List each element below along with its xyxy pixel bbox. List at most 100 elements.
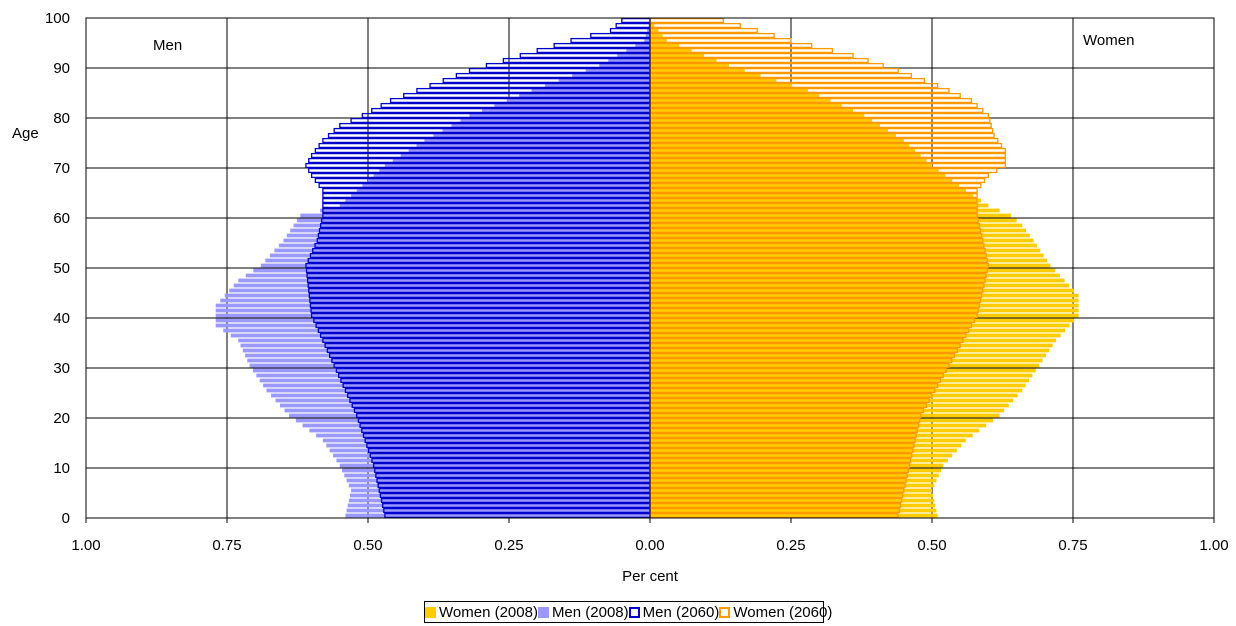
bar-age-48: [650, 273, 1060, 278]
bar-age-74: [416, 143, 650, 148]
bar-age-13: [650, 448, 957, 453]
x-tick-label: 0.50: [353, 537, 382, 554]
bar-age-38: [650, 323, 1070, 328]
bar-age-62: [650, 203, 989, 208]
bar-age-65: [650, 188, 966, 193]
bar-age-19: [295, 418, 650, 423]
bar-age-32: [245, 353, 650, 358]
bar-age-70: [650, 163, 932, 168]
bar-age-14: [650, 443, 962, 448]
bar-age-12: [650, 453, 953, 458]
bar-age-21: [284, 408, 650, 413]
bar-age-76: [433, 133, 650, 138]
bar-age-93: [650, 48, 692, 53]
bar-age-91: [650, 58, 717, 63]
bar-age-0: [345, 513, 650, 518]
bar-age-12: [333, 453, 650, 458]
x-tick-label: 0.50: [917, 537, 946, 554]
legend-label-men-2008: Men (2008): [551, 603, 629, 621]
bar-age-33: [650, 348, 1050, 353]
bar-age-10: [339, 463, 650, 468]
bar-age-59: [650, 218, 1017, 223]
legend-swatch-women-2008: [425, 606, 436, 618]
x-tick-label: 0.75: [212, 537, 241, 554]
bar-age-45: [650, 288, 1074, 293]
bar-age-14: [326, 443, 650, 448]
bar-age-18: [302, 423, 650, 428]
bar-age-71: [650, 158, 927, 163]
bar-age-41: [650, 308, 1079, 313]
bar-age-69: [650, 168, 939, 173]
bar-age-51: [650, 258, 1048, 263]
bar-age-57: [650, 228, 1026, 233]
bar-age-64: [351, 193, 650, 198]
y-tick-label: 0: [62, 510, 70, 527]
bar-age-49: [253, 268, 650, 273]
bar-age-25: [266, 388, 650, 393]
bar-age-8: [344, 473, 650, 478]
bar-age-27: [259, 378, 650, 383]
bar-age-28: [650, 373, 1033, 378]
bar-age-20: [650, 413, 1000, 418]
bar-age-60: [650, 213, 1011, 218]
bar-age-58: [293, 223, 650, 228]
bar-age-85: [650, 88, 808, 93]
bar-age-90: [599, 63, 650, 68]
bar-age-43: [220, 298, 650, 303]
series-men-2008: [215, 23, 651, 518]
bar-age-36: [230, 333, 650, 338]
bar-age-45: [229, 288, 651, 293]
bar-age-80: [469, 113, 650, 118]
bar-age-41: [215, 308, 650, 313]
x-axis-label: Per cent: [622, 568, 679, 585]
bar-age-28: [256, 373, 650, 378]
bar-age-82: [650, 103, 842, 108]
men-side-label: Men: [153, 37, 182, 54]
bar-age-23: [275, 398, 650, 403]
bar-age-53: [274, 248, 650, 253]
bar-age-51: [265, 258, 650, 263]
bar-age-98: [649, 22, 741, 29]
bar-age-56: [650, 233, 1030, 238]
bar-age-93: [626, 48, 650, 53]
bar-age-87: [558, 78, 650, 83]
bar-age-95: [649, 37, 792, 44]
bar-age-30: [650, 363, 1040, 368]
x-tick-label: 1.00: [1199, 537, 1228, 554]
bar-age-16: [316, 433, 650, 438]
y-tick-label: 90: [53, 60, 70, 77]
bar-age-75: [650, 138, 904, 143]
bar-age-48: [245, 273, 651, 278]
x-tick-label: 0.00: [635, 537, 664, 554]
bar-age-7: [346, 478, 650, 483]
bar-age-4: [650, 493, 934, 498]
bar-age-9: [342, 468, 650, 473]
bar-age-31: [247, 358, 650, 363]
legend-item-men-2060: Men (2060): [628, 603, 720, 621]
bar-age-59: [296, 218, 650, 223]
bar-age-56: [286, 233, 650, 238]
bar-age-99: [621, 17, 651, 24]
bar-age-0: [650, 513, 938, 518]
legend-label-men-2060: Men (2060): [642, 603, 720, 621]
bar-age-33: [242, 348, 651, 353]
bar-age-23: [650, 398, 1014, 403]
bar-age-86: [545, 83, 650, 88]
bar-age-69: [379, 168, 650, 173]
bar-age-81: [481, 108, 650, 113]
bar-age-96: [645, 33, 650, 38]
bar-age-47: [238, 278, 650, 283]
legend-item-men-2008: Men (2008): [537, 603, 629, 621]
bar-age-40: [650, 313, 1079, 318]
bar-age-24: [650, 393, 1018, 398]
bar-age-50: [260, 263, 650, 268]
y-tick-label: 10: [53, 460, 70, 477]
bar-age-1: [346, 508, 650, 513]
x-tick-label: 0.75: [1058, 537, 1087, 554]
bar-age-95: [570, 37, 651, 44]
bar-age-4: [349, 493, 650, 498]
bar-age-94: [650, 43, 680, 48]
bar-age-35: [650, 338, 1057, 343]
bar-age-7: [650, 478, 937, 483]
bar-age-37: [650, 328, 1066, 333]
